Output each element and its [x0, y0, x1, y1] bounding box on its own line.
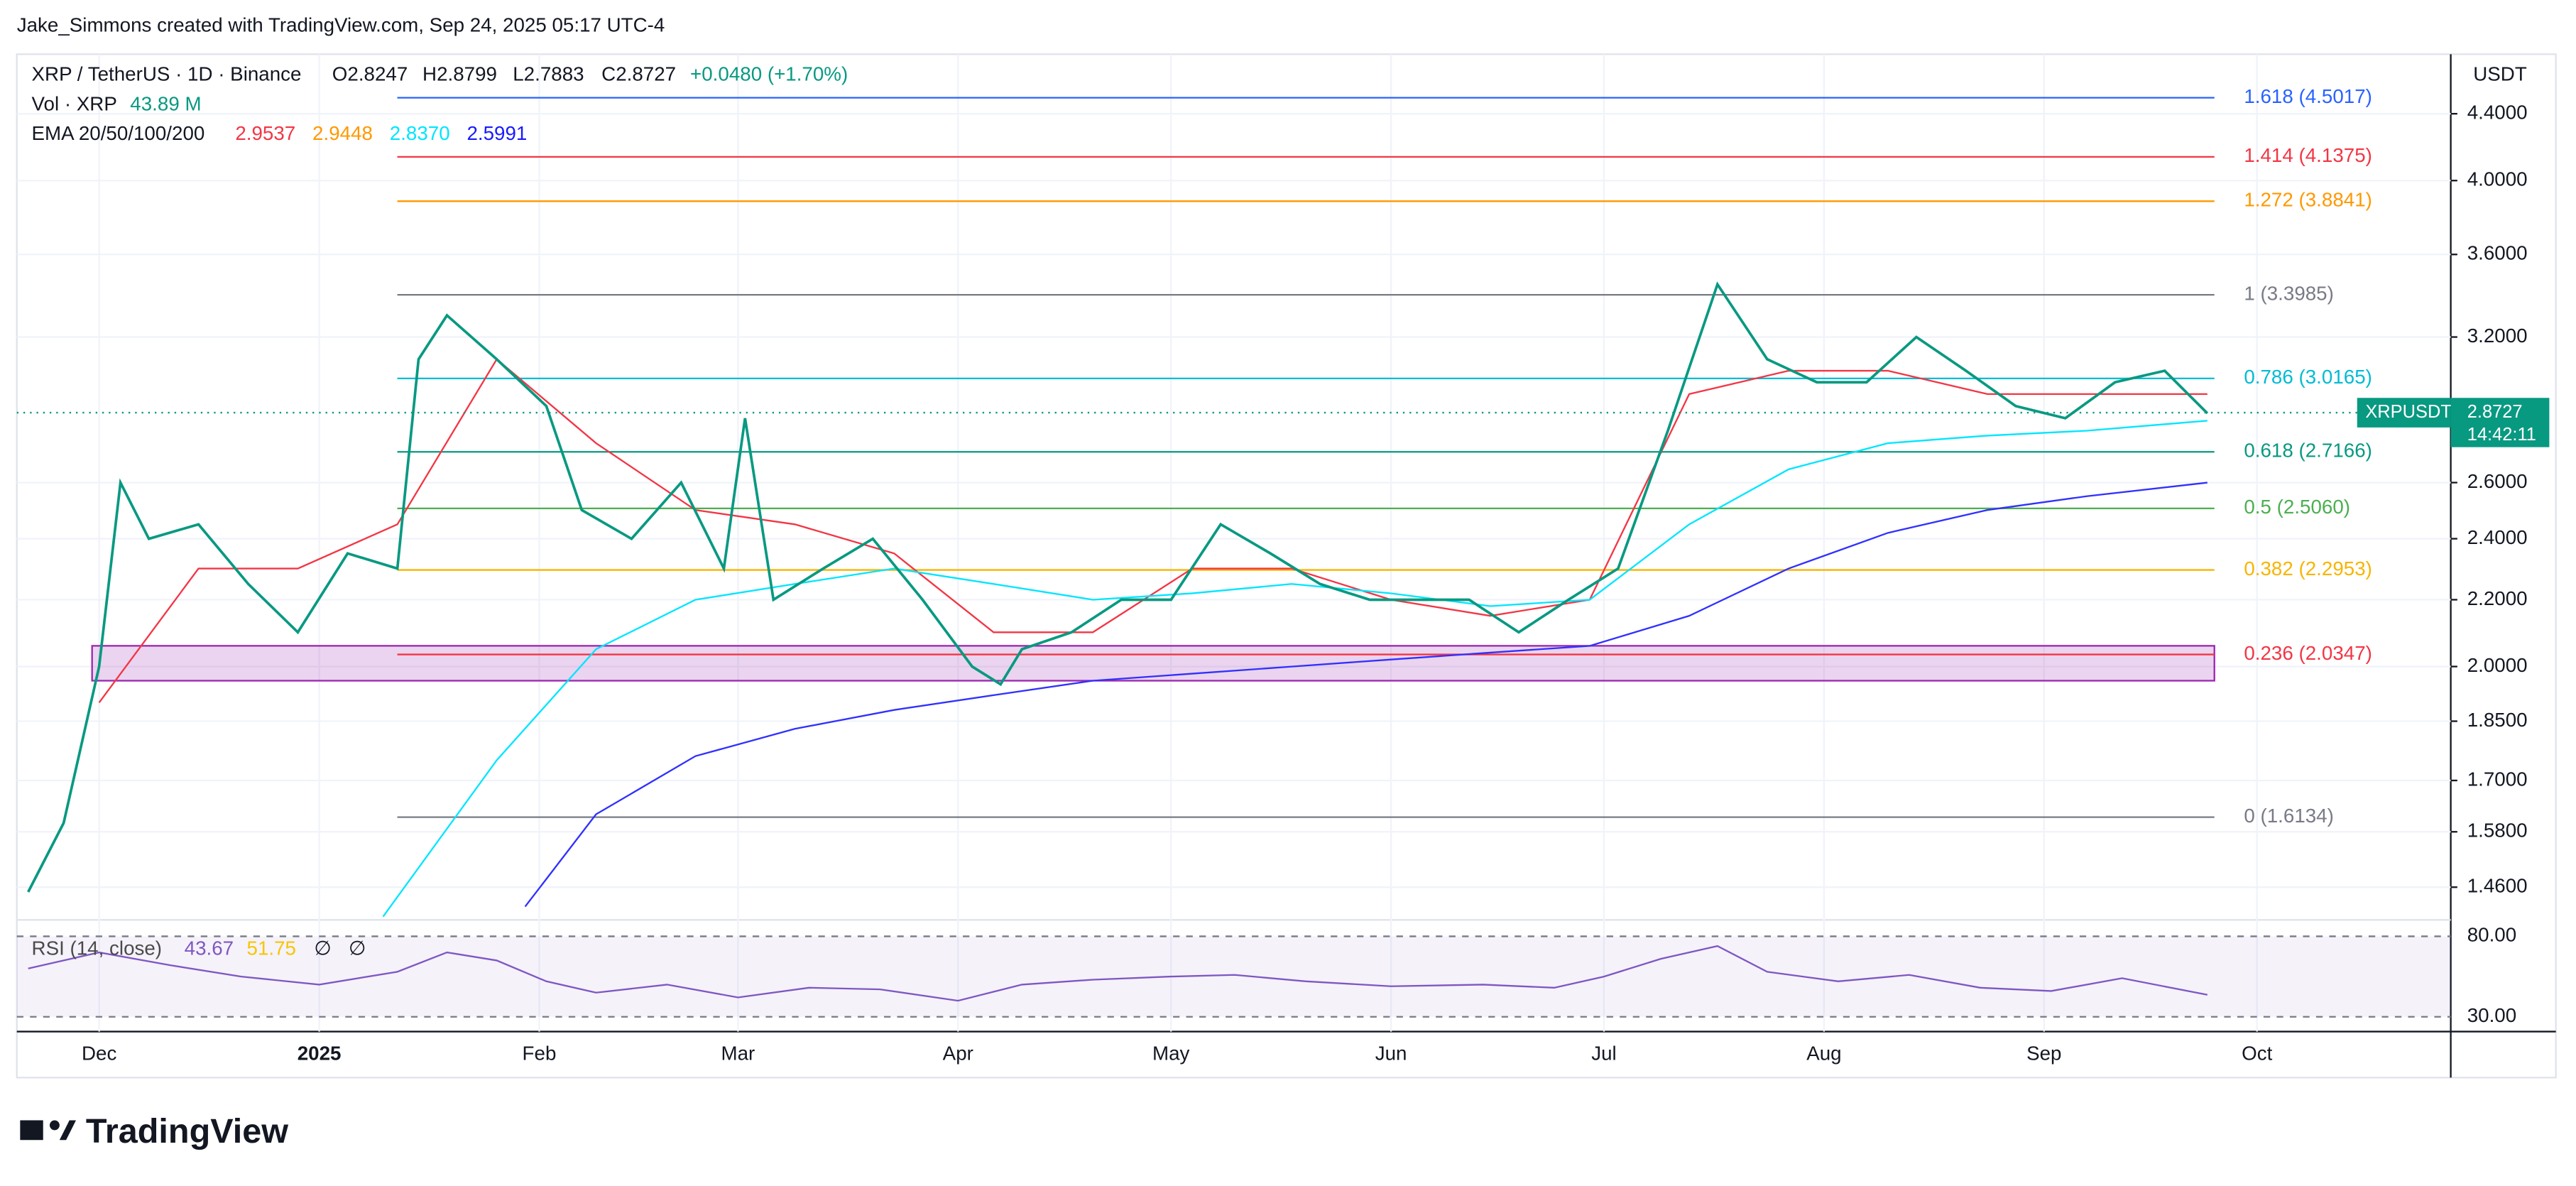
fib-label: 1 (3.3985)	[2244, 282, 2334, 304]
low: L2.7883	[513, 63, 584, 85]
zone	[91, 645, 2215, 682]
price-tag-value: 2.8727	[2467, 402, 2523, 422]
logo-mark	[49, 1120, 60, 1131]
ema-label: EMA 20/50/100/200	[32, 122, 205, 144]
logo-mark	[20, 1120, 43, 1141]
brand: TradingView	[20, 1112, 288, 1150]
brand-name: TradingView	[86, 1112, 288, 1150]
fib-label: 1.618 (4.5017)	[2244, 85, 2372, 107]
y-tick-label: 1.8500	[2467, 709, 2528, 731]
symbol: XRP / TetherUS · 1D · Binance	[32, 63, 302, 85]
price-line	[27, 281, 2209, 893]
price-tag-countdown: 14:42:11	[2467, 425, 2536, 445]
ema-line	[382, 420, 2207, 918]
x-tick-label: Jun	[1375, 1042, 1407, 1064]
plot: Dec 2025 Feb Mar Apr May Jun Jul Aug Sep Oct 4.4000…	[16, 54, 2550, 1064]
volume-label: Vol · XRP	[32, 92, 117, 114]
x-tick-label: Jul	[1591, 1042, 1616, 1064]
ema-line	[524, 482, 2207, 908]
logo-mark	[59, 1120, 76, 1141]
high: H2.8799	[422, 63, 497, 85]
fib-label: 0.618 (2.7166)	[2244, 440, 2372, 462]
volume-value: 43.89 M	[130, 92, 201, 114]
y-tick-label: 2.4000	[2467, 526, 2528, 548]
fib-label: 0.236 (2.0347)	[2244, 642, 2372, 664]
rsi-label: RSI (14, close)	[32, 937, 163, 959]
y-tick-label: 1.5800	[2467, 820, 2528, 842]
price-tag-symbol: XRPUSDT	[2365, 402, 2452, 422]
change: +0.0480 (+1.70%)	[690, 63, 848, 85]
x-tick-label: Feb	[523, 1042, 557, 1064]
x-tick-label: Dec	[82, 1042, 116, 1064]
y-tick-label: 2.2000	[2467, 587, 2528, 609]
x-tick-label: 2025	[298, 1042, 342, 1064]
fib-label: 0.786 (3.0165)	[2244, 366, 2372, 388]
open: O2.8247	[332, 63, 408, 85]
price-tag	[2450, 398, 2550, 447]
fib-label: 0.382 (2.2953)	[2244, 557, 2372, 580]
rsi-band	[16, 936, 2451, 1017]
y-tick-label: 4.4000	[2467, 101, 2528, 123]
fib-label: 0 (1.6134)	[2244, 805, 2334, 827]
close: C2.8727	[601, 63, 676, 85]
rsi-extra: ∅	[349, 937, 366, 959]
fib-label: 1.272 (3.8841)	[2244, 189, 2372, 211]
chart-frame	[16, 53, 2557, 1079]
y-tick-label: 30.00	[2467, 1004, 2516, 1026]
x-tick-label: Sep	[2026, 1042, 2061, 1064]
rsi-line	[28, 945, 2208, 1002]
unit: USDT	[2473, 63, 2527, 85]
rsi-extra: ∅	[314, 937, 331, 959]
ema-value: 2.8370	[390, 122, 450, 144]
price-tag	[2357, 398, 2451, 428]
fib-label: 1.414 (4.1375)	[2244, 144, 2372, 166]
y-tick-label: 2.0000	[2467, 654, 2528, 676]
rsi-ma: 51.75	[247, 937, 296, 959]
x-tick-label: Mar	[721, 1042, 755, 1064]
y-tick-label: 80.00	[2467, 924, 2516, 946]
y-tick-label: 3.2000	[2467, 325, 2528, 347]
ema-value: 2.5991	[466, 122, 527, 144]
ema-value: 2.9537	[235, 122, 295, 144]
y-tick-label: 1.4600	[2467, 875, 2528, 897]
x-tick-label: May	[1152, 1042, 1190, 1064]
legend: XRP / TetherUS · 1D · Binance O2.8247 H2…	[32, 63, 848, 959]
y-tick-label: 1.7000	[2467, 768, 2528, 790]
x-tick-label: Aug	[1806, 1042, 1841, 1064]
y-tick-label: 4.0000	[2467, 168, 2528, 190]
y-tick-label: 3.6000	[2467, 242, 2528, 264]
ema-value: 2.9448	[312, 122, 373, 144]
y-tick-label: 2.6000	[2467, 470, 2528, 492]
rsi-value: 43.67	[185, 937, 234, 959]
x-tick-label: Apr	[943, 1042, 973, 1064]
x-tick-label: Oct	[2242, 1042, 2272, 1064]
fib-label: 0.5 (2.5060)	[2244, 496, 2350, 518]
credit: Jake_Simmons created with TradingView.co…	[17, 13, 665, 36]
